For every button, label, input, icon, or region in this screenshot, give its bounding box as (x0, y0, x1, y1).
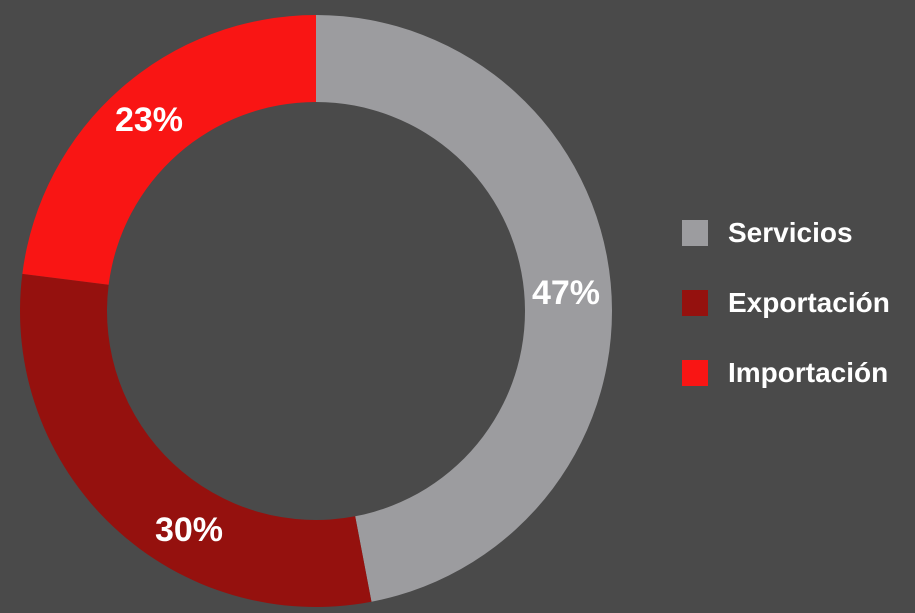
slice-labels: 47% 30% 23% (115, 101, 600, 549)
legend-swatch (682, 360, 708, 386)
legend-item-importacion: Importación (682, 357, 890, 388)
legend-label: Servicios (728, 217, 853, 248)
legend-item-exportacion: Exportación (682, 287, 890, 318)
slice-label-importacion: 23% (115, 101, 183, 139)
legend-swatch (682, 220, 708, 246)
legend-label: Exportación (728, 287, 890, 318)
slice-label-servicios: 47% (532, 274, 600, 312)
slice-exportacion (19, 273, 372, 607)
legend-item-servicios: Servicios (682, 217, 890, 248)
slice-servicios (316, 15, 613, 602)
chart-legend: Servicios Exportación Importación (682, 217, 890, 388)
slice-importacion (22, 15, 317, 285)
donut-slices (19, 15, 613, 607)
legend-swatch (682, 290, 708, 316)
legend-label: Importación (728, 357, 889, 388)
slice-label-exportacion: 30% (155, 511, 223, 549)
